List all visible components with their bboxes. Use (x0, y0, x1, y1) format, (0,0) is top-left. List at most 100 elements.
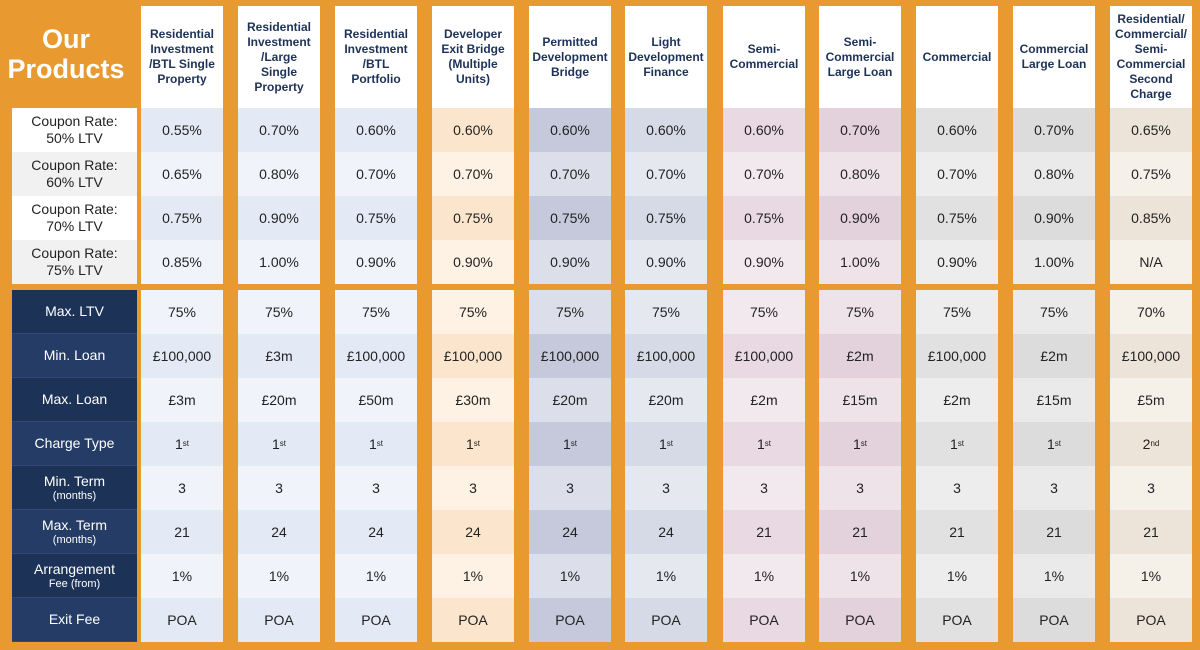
term-label-main: Min. Term (43, 472, 106, 489)
rate-value: 0.60% (356, 122, 396, 138)
term-cell: £50m (335, 378, 417, 422)
rate-label-line-1: Coupon Rate: (31, 245, 118, 261)
rate-label-line-2: 60% LTV (46, 174, 103, 190)
term-cell: £100,000 (1110, 334, 1192, 378)
term-value: 1 (174, 436, 183, 452)
rate-cell: 0.90% (238, 196, 320, 240)
rate-cell: N/A (1110, 240, 1192, 284)
rate-cell: 0.80% (819, 152, 901, 196)
page-title: Our Products (0, 0, 132, 108)
product-name: Developer Exit Bridge (Multiple Units) (441, 27, 505, 86)
rate-cell: 0.75% (625, 196, 707, 240)
rate-cell: 0.70% (1013, 108, 1095, 152)
term-cell: POA (529, 598, 611, 642)
term-cell: 21 (723, 510, 805, 554)
term-value: 24 (465, 524, 481, 540)
rate-cell: 0.70% (819, 108, 901, 152)
term-value: 24 (562, 524, 578, 540)
term-value: £100,000 (734, 348, 794, 364)
product-column: Permitted Development Bridge 0.60% 0.70% 0.… (529, 0, 611, 650)
product-name: Semi-Commercial Large Loan (825, 34, 895, 79)
rate-value: 0.70% (646, 166, 686, 182)
term-cell: £20m (238, 378, 320, 422)
rate-value: 0.90% (646, 254, 686, 270)
term-cell: 1% (1110, 554, 1192, 598)
rate-value: 0.75% (162, 210, 202, 226)
term-cell: 21 (819, 510, 901, 554)
term-row-label: Exit Fee (12, 598, 137, 642)
term-value: 21 (174, 524, 190, 540)
product-header: Semi-Commercial Large Loan (819, 6, 901, 108)
rate-value: 0.90% (840, 210, 880, 226)
term-row-label: Min. Term (months) (12, 466, 137, 510)
rate-cell: 0.60% (529, 108, 611, 152)
rate-cell: 0.75% (432, 196, 514, 240)
rate-cell: 0.70% (432, 152, 514, 196)
term-value: 3 (275, 480, 283, 496)
product-name: Residential Investment /BTL Portfolio (343, 27, 409, 86)
term-cell: POA (819, 598, 901, 642)
term-value: £20m (648, 392, 684, 408)
term-cell: 75% (141, 290, 223, 334)
rate-label-line-1: Coupon Rate: (31, 113, 118, 129)
term-cell: 3 (916, 466, 998, 510)
term-value: 75% (167, 304, 197, 320)
rate-cell: 0.75% (529, 196, 611, 240)
product-header: Developer Exit Bridge (Multiple Units) (432, 6, 514, 108)
term-value: £50m (358, 392, 394, 408)
term-cell: £30m (432, 378, 514, 422)
term-value: POA (651, 612, 681, 628)
rate-cell: 0.60% (723, 108, 805, 152)
term-cell: 1% (238, 554, 320, 598)
term-value: 21 (949, 524, 965, 540)
term-row-label: Max. LTV (12, 290, 137, 334)
term-cell: £2m (723, 378, 805, 422)
term-value: 1% (655, 568, 677, 584)
term-cell: POA (1110, 598, 1192, 642)
product-column: Semi-Commercial 0.60% 0.70% 0.75% 0.90% 75% £1… (723, 0, 805, 650)
rate-value: 0.75% (646, 210, 686, 226)
rate-value: 0.75% (453, 210, 493, 226)
term-cell: 1% (432, 554, 514, 598)
rate-value: 0.85% (162, 254, 202, 270)
rate-value: 0.70% (840, 122, 880, 138)
term-cell: 70% (1110, 290, 1192, 334)
term-value: 3 (1147, 480, 1155, 496)
term-cell: £2m (916, 378, 998, 422)
rate-value: 0.85% (1131, 210, 1171, 226)
term-value: 1% (365, 568, 387, 584)
term-cell: 75% (723, 290, 805, 334)
term-value: 3 (178, 480, 186, 496)
term-value: 1% (946, 568, 968, 584)
rate-value: 0.75% (744, 210, 784, 226)
term-value: £100,000 (636, 348, 696, 364)
term-value: 21 (1046, 524, 1062, 540)
rate-row-label: Coupon Rate: 75% LTV (12, 240, 137, 284)
term-cell: 3 (335, 466, 417, 510)
term-value: £100,000 (540, 348, 600, 364)
term-value: £20m (261, 392, 297, 408)
title-line-1: Our (41, 24, 90, 54)
term-value: £100,000 (152, 348, 212, 364)
term-value: 3 (856, 480, 864, 496)
rate-label-line-2: 70% LTV (46, 218, 103, 234)
term-value: 1 (756, 436, 765, 452)
term-value: 75% (651, 304, 681, 320)
rate-cell: 0.70% (335, 152, 417, 196)
term-value: 75% (749, 304, 779, 320)
rate-value: 0.70% (453, 166, 493, 182)
term-row-label: Max. Loan (12, 378, 137, 422)
rate-value: 0.75% (550, 210, 590, 226)
rate-cell: 0.70% (238, 108, 320, 152)
rate-cell: 0.90% (916, 240, 998, 284)
rate-value: 0.70% (356, 166, 396, 182)
product-name: Residential/ Commercial/ Semi-Commercial… (1114, 12, 1188, 101)
rate-cell: 0.90% (723, 240, 805, 284)
term-value: 75% (361, 304, 391, 320)
term-value: 3 (566, 480, 574, 496)
term-cell: 3 (141, 466, 223, 510)
rate-value: 0.65% (1131, 122, 1171, 138)
term-value: 1 (658, 436, 667, 452)
term-value: 1% (1043, 568, 1065, 584)
rate-row-label: Coupon Rate: 60% LTV (12, 152, 137, 196)
